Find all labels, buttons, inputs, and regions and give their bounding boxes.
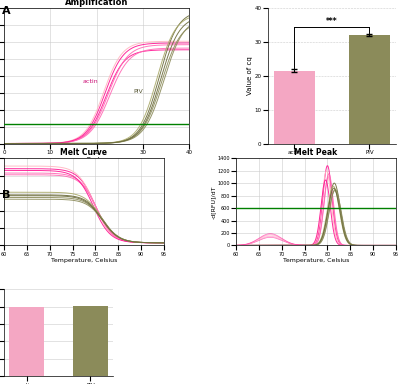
Text: B: B xyxy=(2,190,10,200)
Text: A: A xyxy=(2,6,11,16)
X-axis label: Temperature, Celsius: Temperature, Celsius xyxy=(51,258,117,263)
Bar xyxy=(349,35,390,144)
Bar xyxy=(274,71,315,144)
Bar xyxy=(73,306,108,376)
Title: Melt Curve: Melt Curve xyxy=(60,148,108,157)
X-axis label: Cycles: Cycles xyxy=(85,157,108,163)
Text: ***: *** xyxy=(326,17,338,26)
Title: Melt Peak: Melt Peak xyxy=(294,148,338,157)
Y-axis label: Value of cq: Value of cq xyxy=(247,56,253,95)
Y-axis label: -d[RFU]/dT: -d[RFU]/dT xyxy=(211,185,216,218)
Text: actin: actin xyxy=(83,79,98,84)
X-axis label: Temperature, Celsius: Temperature, Celsius xyxy=(283,258,349,263)
Title: Amplification: Amplification xyxy=(65,0,128,7)
Text: PIV: PIV xyxy=(134,89,144,94)
Bar xyxy=(9,307,44,376)
